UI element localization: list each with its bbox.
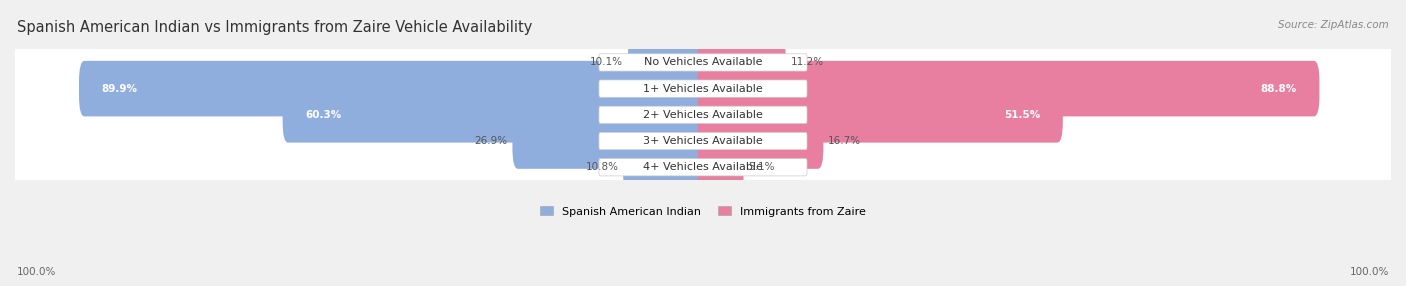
Text: Spanish American Indian vs Immigrants from Zaire Vehicle Availability: Spanish American Indian vs Immigrants fr… — [17, 20, 533, 35]
Text: 100.0%: 100.0% — [1350, 267, 1389, 277]
Text: 100.0%: 100.0% — [17, 267, 56, 277]
Text: 3+ Vehicles Available: 3+ Vehicles Available — [643, 136, 763, 146]
FancyBboxPatch shape — [697, 61, 1319, 116]
Text: 88.8%: 88.8% — [1261, 84, 1296, 94]
Text: 26.9%: 26.9% — [474, 136, 508, 146]
FancyBboxPatch shape — [11, 141, 1395, 193]
FancyBboxPatch shape — [512, 113, 709, 169]
FancyBboxPatch shape — [11, 62, 1395, 115]
Text: 89.9%: 89.9% — [101, 84, 138, 94]
FancyBboxPatch shape — [628, 35, 709, 90]
Text: 1+ Vehicles Available: 1+ Vehicles Available — [643, 84, 763, 94]
Text: 16.7%: 16.7% — [828, 136, 862, 146]
FancyBboxPatch shape — [599, 159, 807, 176]
FancyBboxPatch shape — [697, 35, 786, 90]
FancyBboxPatch shape — [283, 87, 709, 143]
FancyBboxPatch shape — [697, 140, 744, 195]
FancyBboxPatch shape — [599, 80, 807, 97]
FancyBboxPatch shape — [599, 106, 807, 124]
Legend: Spanish American Indian, Immigrants from Zaire: Spanish American Indian, Immigrants from… — [540, 206, 866, 217]
Text: 2+ Vehicles Available: 2+ Vehicles Available — [643, 110, 763, 120]
Text: 5.1%: 5.1% — [748, 162, 775, 172]
Text: 11.2%: 11.2% — [790, 57, 824, 67]
Text: 60.3%: 60.3% — [305, 110, 342, 120]
Text: 10.1%: 10.1% — [591, 57, 623, 67]
FancyBboxPatch shape — [697, 87, 1063, 143]
FancyBboxPatch shape — [11, 115, 1395, 167]
FancyBboxPatch shape — [11, 89, 1395, 141]
FancyBboxPatch shape — [11, 36, 1395, 89]
Text: Source: ZipAtlas.com: Source: ZipAtlas.com — [1278, 20, 1389, 30]
Text: 4+ Vehicles Available: 4+ Vehicles Available — [643, 162, 763, 172]
FancyBboxPatch shape — [599, 54, 807, 71]
FancyBboxPatch shape — [599, 132, 807, 150]
FancyBboxPatch shape — [697, 113, 824, 169]
FancyBboxPatch shape — [623, 140, 709, 195]
Text: No Vehicles Available: No Vehicles Available — [644, 57, 762, 67]
Text: 10.8%: 10.8% — [585, 162, 619, 172]
Text: 51.5%: 51.5% — [1004, 110, 1040, 120]
FancyBboxPatch shape — [79, 61, 709, 116]
